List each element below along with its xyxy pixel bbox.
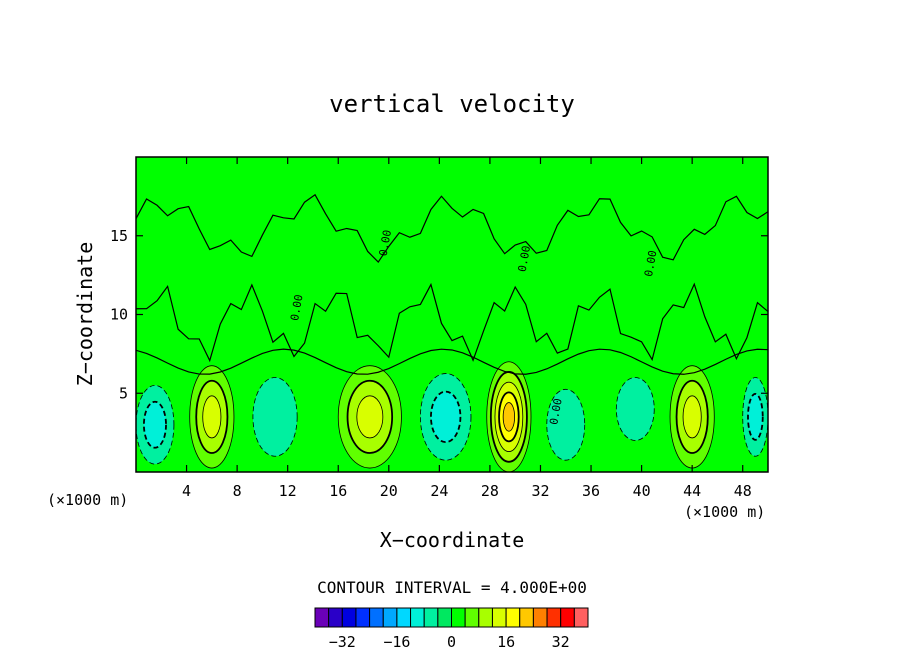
x-tick-label: 48 — [734, 482, 752, 500]
x-tick-label: 36 — [582, 482, 600, 500]
zero-contour-line — [136, 282, 768, 363]
contour-line — [195, 379, 229, 454]
zero-contour-line — [136, 193, 768, 263]
colorbar-swatch — [491, 607, 507, 628]
x-tick-label: 28 — [481, 482, 499, 500]
contour-line — [419, 373, 472, 461]
x-axis-label: X−coordinate — [380, 528, 525, 552]
contour-value-label: 0.00 — [642, 249, 659, 277]
contour-lines — [136, 193, 768, 472]
colorbar-swatch — [519, 607, 534, 628]
colorbar-swatch — [546, 607, 562, 628]
x-tick-label: 4 — [182, 482, 191, 500]
contour-line — [356, 395, 384, 439]
contour-line — [430, 390, 462, 444]
contour-band — [143, 401, 167, 448]
colorbar-swatch — [328, 607, 343, 628]
colorbar-swatch — [314, 607, 330, 628]
contour-labels: 0.00 0.00 0.00 0.00 0.00 — [288, 229, 659, 426]
contour-band — [747, 393, 763, 440]
y-axis-label: Z−coordinate — [73, 242, 97, 387]
contour-band — [683, 395, 702, 438]
contour-line — [747, 393, 764, 441]
contour-line — [494, 381, 524, 452]
colorbar-tick-label: 32 — [552, 633, 570, 651]
colorbar-swatch — [478, 607, 493, 628]
colorbar-swatch — [423, 607, 439, 628]
contour-line — [615, 377, 655, 441]
colorbar-swatch — [505, 607, 521, 628]
colorbar-swatch — [437, 607, 453, 628]
contour-band — [252, 377, 298, 457]
colorbar-swatch — [410, 607, 425, 628]
colorbar-swatch — [464, 607, 480, 628]
contour-band — [503, 402, 515, 432]
x-unit-right: (×1000 m) — [684, 503, 765, 521]
x-tick-label: 40 — [633, 482, 651, 500]
y-axis-ticks: 5 10 15 — [110, 227, 768, 402]
y-tick-label: 15 — [110, 227, 128, 245]
colorbar-swatch — [451, 607, 466, 628]
colorbar-ticks: −32 −16 0 16 32 — [329, 633, 570, 651]
x-tick-label: 24 — [430, 482, 448, 500]
x-tick-label: 44 — [683, 482, 701, 500]
contour-line — [546, 388, 586, 461]
contour-value-label: 0.00 — [516, 245, 533, 273]
colorbar-swatch — [560, 607, 575, 628]
x-tick-label: 12 — [279, 482, 297, 500]
contour-value-label: 0.00 — [377, 229, 394, 257]
contour-line — [682, 395, 702, 439]
colorbar-swatch — [341, 607, 357, 628]
contour-line — [189, 365, 235, 469]
chart-title: vertical velocity — [329, 90, 575, 118]
colorbar-tick-label: −32 — [329, 633, 356, 651]
contour-line — [143, 400, 167, 449]
colorbar-tick-label: 16 — [497, 633, 515, 651]
colorbar-swatch — [382, 607, 398, 628]
colorbar-swatch — [396, 607, 412, 628]
contour-line — [252, 377, 298, 457]
colorbar-tick-label: 0 — [447, 633, 456, 651]
colorbar-swatch — [355, 607, 371, 628]
contour-band — [430, 391, 461, 443]
contour-line — [346, 379, 394, 454]
colorbar-tick-label: −16 — [383, 633, 410, 651]
y-tick-label: 10 — [110, 306, 128, 324]
x-tick-label: 20 — [380, 482, 398, 500]
contour-band — [356, 395, 383, 438]
colorbar — [314, 607, 589, 628]
contour-interval-label: CONTOUR INTERVAL = 4.000E+00 — [317, 578, 587, 597]
contour-value-label: 0.00 — [547, 397, 564, 425]
contour-band — [546, 389, 585, 461]
contour-band — [202, 395, 221, 438]
colorbar-swatch — [532, 607, 548, 628]
contour-line — [337, 365, 402, 469]
x-tick-label: 8 — [233, 482, 242, 500]
contour-line — [202, 395, 222, 439]
contour-line — [498, 391, 520, 443]
contour-band — [616, 377, 655, 441]
x-axis-ticks: 4 8 12 16 20 24 28 32 36 40 44 48 — [182, 157, 752, 500]
contour-line — [486, 361, 532, 472]
contour-line — [502, 402, 516, 432]
colorbar-swatch — [369, 607, 384, 628]
y-tick-label: 5 — [119, 384, 128, 402]
x-tick-label: 32 — [531, 482, 549, 500]
colorbar-swatch — [573, 607, 589, 628]
contour-field — [136, 157, 768, 472]
contour-value-label: 0.00 — [288, 293, 305, 321]
x-unit-left: (×1000 m) — [47, 491, 128, 509]
x-tick-label: 16 — [329, 482, 347, 500]
contour-line — [136, 384, 175, 465]
contour-line — [675, 379, 709, 454]
zero-contour-line — [136, 348, 768, 375]
